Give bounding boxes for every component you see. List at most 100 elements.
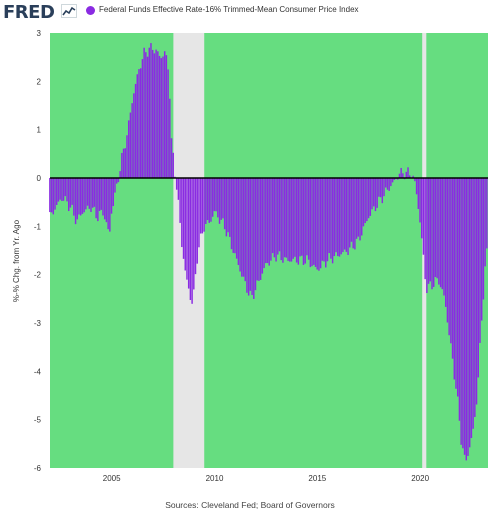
data-bar (265, 178, 267, 264)
data-bar (273, 178, 276, 258)
bar-chart: 3 2 1 0 -1 -2 -3 -4 -5 -6 2005 2010 2015 2020 (34, 29, 488, 483)
data-bar (90, 178, 92, 212)
data-bar (129, 112, 132, 178)
y-tick-label: -2 (34, 271, 42, 280)
data-bar (439, 178, 442, 288)
data-bar (163, 51, 166, 178)
data-bar (66, 178, 68, 202)
data-bar (196, 178, 198, 264)
data-bar (436, 178, 438, 279)
data-bar (268, 178, 270, 266)
data-bar (458, 178, 461, 421)
data-bar (121, 152, 123, 178)
data-bar (355, 178, 358, 239)
data-bar (266, 178, 269, 264)
data-bar (232, 178, 234, 253)
data-bar (484, 178, 486, 267)
data-bar (295, 178, 298, 263)
data-bar (270, 178, 272, 261)
data-bar (253, 178, 255, 299)
data-bar (114, 178, 116, 193)
data-bar (379, 178, 382, 198)
data-bar (434, 178, 437, 277)
data-bar (441, 178, 444, 290)
data-bar (386, 178, 389, 190)
data-bar (136, 74, 138, 178)
data-bar (62, 178, 65, 201)
data-bar (167, 69, 169, 178)
data-bar (450, 178, 452, 344)
data-bar (443, 178, 445, 296)
data-bar (145, 52, 147, 179)
data-bar (282, 178, 284, 263)
data-bar (357, 178, 360, 237)
data-bar (390, 178, 392, 187)
data-bar (359, 178, 361, 241)
data-bar (470, 178, 473, 439)
data-bar (235, 178, 238, 259)
data-bar (186, 178, 188, 280)
data-bar (460, 178, 462, 445)
data-bar (184, 178, 186, 271)
data-bar (148, 47, 150, 178)
y-axis-ticks: 3 2 1 0 -1 -2 -3 -4 -5 -6 (34, 29, 42, 473)
data-bar (67, 178, 70, 212)
y-axis-label: %-% Chg. from Yr. Ago (12, 219, 21, 303)
data-bar (367, 178, 370, 219)
legend-label[interactable]: Federal Funds Effective Rate-16% Trimmed… (99, 5, 359, 14)
data-bar (79, 178, 82, 216)
data-bar (206, 178, 209, 221)
data-bar (239, 178, 241, 272)
data-bar (373, 178, 375, 207)
data-bar (366, 178, 368, 222)
data-bar (112, 178, 115, 207)
data-bar (182, 178, 185, 259)
data-bar (157, 51, 159, 178)
data-bar (467, 178, 469, 456)
data-bar (482, 178, 485, 300)
data-bar (259, 178, 262, 280)
data-bar (242, 178, 245, 277)
data-bar (337, 178, 339, 257)
data-bar (424, 178, 426, 280)
data-bar (405, 171, 408, 178)
data-bar (251, 178, 253, 295)
y-axis-label-wrap: %-% Chg. from Yr. Ago (6, 216, 21, 306)
recession-band (422, 33, 427, 468)
data-bar (409, 175, 411, 178)
data-bar (261, 178, 264, 274)
data-bar (294, 178, 296, 257)
data-bar (61, 178, 63, 201)
data-bar (203, 178, 205, 232)
data-bar (292, 178, 294, 259)
data-bar (414, 178, 416, 182)
data-bar (309, 178, 312, 268)
data-bar (422, 178, 425, 255)
data-bar (326, 178, 329, 262)
data-bar (141, 59, 144, 179)
data-bar (258, 178, 260, 281)
data-bar (237, 178, 240, 266)
data-bar (391, 178, 394, 183)
data-bar (246, 178, 248, 293)
data-bar (177, 178, 180, 200)
data-bar (325, 178, 327, 268)
data-bar (468, 178, 471, 448)
data-bar (160, 58, 162, 179)
data-bar (55, 178, 58, 205)
data-bar (275, 178, 277, 262)
x-tick-label: 2015 (308, 474, 326, 483)
data-bar (330, 178, 332, 259)
data-bar (179, 178, 181, 223)
data-bar (456, 178, 459, 397)
data-bar (150, 43, 152, 178)
data-bar (417, 178, 420, 209)
data-bar (254, 178, 257, 291)
data-bar (287, 178, 289, 261)
fred-logo[interactable]: FRED (3, 2, 55, 23)
data-bar (85, 178, 87, 210)
data-bar (102, 178, 104, 216)
data-bar (335, 178, 337, 253)
data-bar (208, 178, 210, 223)
data-bar (52, 178, 55, 215)
